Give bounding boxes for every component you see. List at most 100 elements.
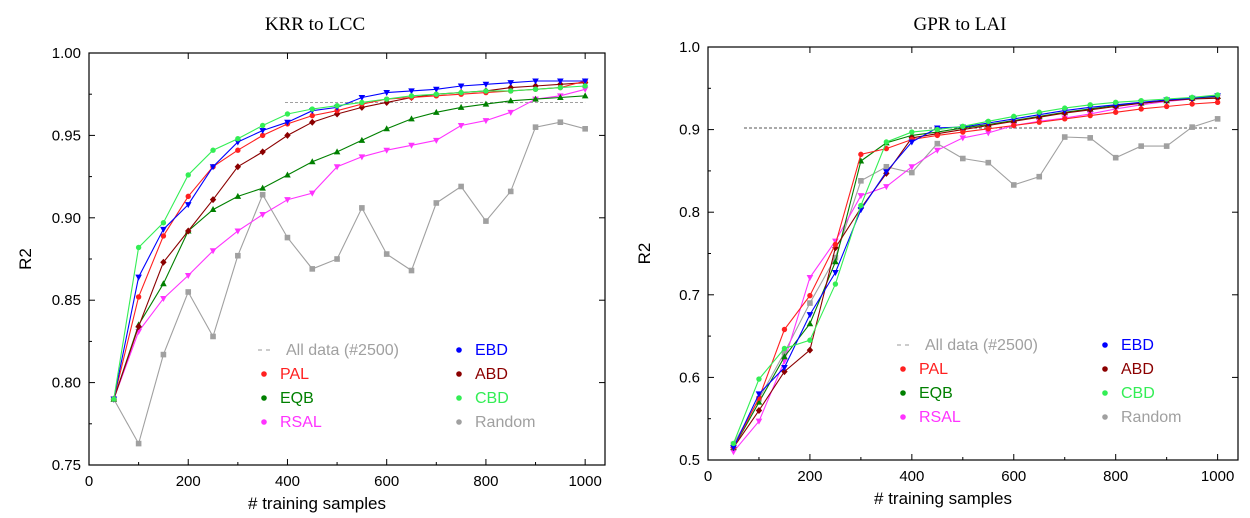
data-point-pal [1062,116,1068,122]
data-point-pal [259,132,266,139]
data-point-rsal [806,274,814,281]
data-point-rsal [883,184,890,191]
data-point-cbd [1163,96,1170,102]
y-tick-label: 0.85 [52,292,81,309]
data-point-pal [135,294,142,300]
data-point-rsal [184,272,192,279]
data-point-pal [309,112,315,119]
y-tick-label: 0.95 [52,127,81,144]
data-point-ebd [457,83,465,90]
series-line-pal [733,101,1218,448]
data-point-abd [185,227,192,235]
chart-title: GPR to LAI [914,14,1007,35]
data-point-eqb [408,115,415,122]
data-point-ebd [857,207,865,214]
data-point-cbd [1087,102,1093,108]
series-line-cbd [732,94,1218,444]
data-point-ebd [209,164,217,171]
data-point-pal [1112,109,1119,115]
legend-label-rsal: RSAL [919,409,961,426]
y-axis-label: R2 [635,243,654,265]
legend-swatch-rsal [900,414,906,420]
data-point-cbd [235,135,241,142]
data-point-cbd [135,244,142,251]
data-point-random [160,351,167,358]
data-point-pal [1036,119,1042,125]
data-point-cbd [1036,109,1042,115]
data-point-cbd [1138,97,1144,104]
data-point-rsal [457,123,465,130]
data-point-abd [806,346,814,354]
data-point-ebd [781,364,788,371]
data-point-ebd [755,391,763,398]
legend-label-eqb: EQB [280,390,314,407]
series-line-random [113,121,586,446]
data-point-random [383,251,390,257]
legend-label-ebd: EBD [475,342,508,359]
data-point-ebd [557,78,564,85]
data-point-cbd [458,89,464,96]
data-point-random [1087,135,1094,141]
data-point-rsal [209,248,217,255]
data-point-rsal [984,130,992,137]
data-point-eqb [557,93,564,100]
data-point-cbd [781,345,788,352]
legend-swatch-cbd [456,395,462,401]
data-point-cbd [383,96,390,102]
data-point-rsal [408,142,415,149]
data-point-eqb [333,148,341,155]
data-point-random [1036,173,1043,180]
data-point-ebd [507,80,515,87]
data-point-eqb [308,158,316,165]
data-point-pal [1087,112,1093,119]
data-point-cbd [934,126,941,133]
chart-title: KRR to LCC [265,14,365,35]
data-point-random [135,440,142,447]
x-tick-label: 800 [1103,468,1128,485]
data-point-rsal [308,190,316,197]
legend-label-rsal: RSAL [280,414,322,431]
data-point-cbd [960,123,966,129]
data-point-cbd [532,86,539,92]
y-tick-label: 0.9 [679,122,700,139]
data-point-cbd [334,103,340,109]
series-pal [730,99,1221,451]
data-point-rsal [433,137,440,144]
series-line-rsal [113,88,586,400]
data-point-ebd [383,90,390,97]
data-point-eqb [234,192,242,199]
y-tick-label: 0.90 [52,210,81,227]
series-line-abd [113,82,586,400]
data-point-cbd [858,202,864,209]
data-point-cbd [1062,105,1068,111]
data-point-ebd [581,78,589,85]
data-point-cbd [985,118,991,125]
data-point-random [1189,124,1195,130]
data-point-pal [160,233,167,239]
data-point-random [359,205,365,211]
x-tick-label: 0 [85,473,93,490]
data-point-random [185,289,192,295]
data-point-eqb [532,95,539,102]
data-point-random [858,178,864,184]
plot-frame [707,46,1239,461]
data-point-cbd [483,88,489,94]
data-point-eqb [781,353,788,360]
data-point-random [1138,143,1144,149]
data-point-random [507,188,514,195]
legend-label-cbd: CBD [1121,385,1155,402]
chart-gpr-lai: GPR to LAI 0 200 400 600 800 1000 0.5 0.6 0.7 0.8 0… [635,14,1239,508]
data-point-cbd [408,93,415,99]
data-point-pal [185,193,191,200]
x-tick-label: 400 [275,473,300,490]
legend-swatch-eqb [261,395,267,401]
series-line-rsal [733,96,1218,453]
data-point-ebd [160,226,167,233]
data-point-ebd [482,81,490,88]
data-point-rsal [959,135,967,142]
data-point-rsal [284,197,291,204]
legend-swatch-rsal [261,419,267,425]
data-point-random [309,266,316,272]
y-axis-label: R2 [16,248,35,270]
legend-swatch-ebd [1102,342,1108,348]
